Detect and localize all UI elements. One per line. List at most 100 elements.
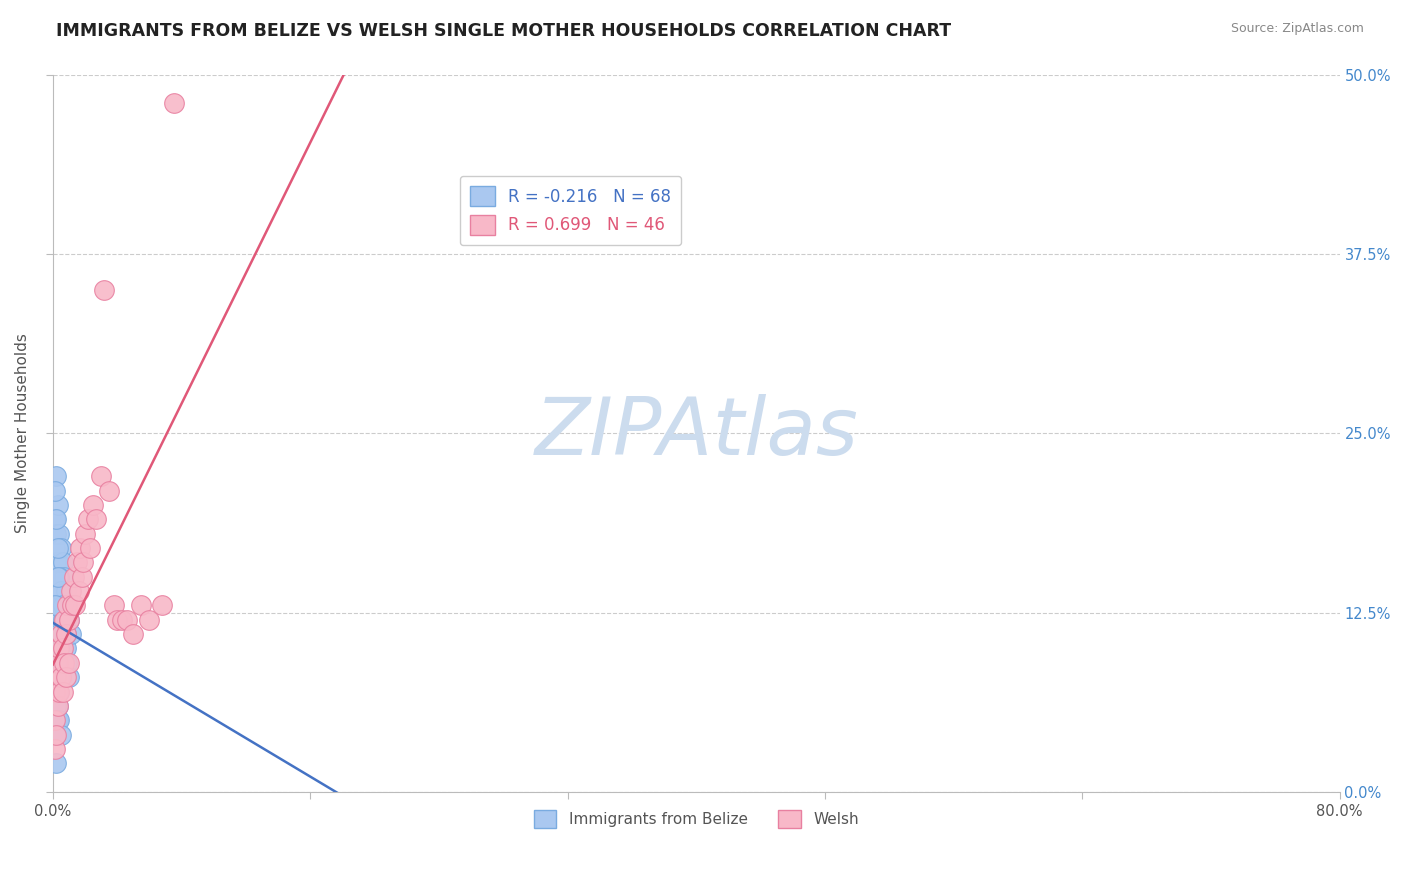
Point [49, 728, 72, 742]
Point [138, 613, 160, 627]
Point [46, 641, 69, 656]
Point [56, 599, 79, 613]
Point [55, 641, 77, 656]
Point [59, 627, 82, 641]
Point [53, 656, 76, 670]
Point [49, 670, 72, 684]
Point [45, 469, 67, 483]
Point [131, 599, 153, 613]
Point [52, 613, 75, 627]
Point [46, 584, 69, 599]
Point [49, 584, 72, 599]
Point [53, 613, 76, 627]
Point [90, 469, 112, 483]
Point [67, 584, 90, 599]
Point [48, 526, 70, 541]
Point [48, 570, 70, 584]
Point [49, 627, 72, 641]
Point [111, 613, 134, 627]
Point [46, 713, 69, 727]
Point [55, 584, 77, 599]
Point [46, 570, 69, 584]
Point [44, 599, 66, 613]
Point [45, 526, 67, 541]
Point [46, 684, 69, 698]
Point [48, 656, 70, 670]
Point [46, 698, 69, 713]
Point [48, 684, 70, 698]
Point [69, 541, 91, 555]
Point [72, 555, 94, 569]
Point [45, 512, 67, 526]
Point [44, 584, 66, 599]
Point [55, 627, 77, 641]
Point [44, 541, 66, 555]
Point [58, 656, 80, 670]
Point [46, 627, 69, 641]
Point [63, 570, 86, 584]
Point [46, 656, 69, 670]
Point [52, 641, 75, 656]
Point [45, 756, 67, 771]
Point [58, 670, 80, 684]
Point [45, 670, 67, 684]
Text: IMMIGRANTS FROM BELIZE VS WELSH SINGLE MOTHER HOUSEHOLDS CORRELATION CHART: IMMIGRANTS FROM BELIZE VS WELSH SINGLE M… [56, 22, 952, 40]
Point [48, 684, 70, 698]
Point [46, 698, 69, 713]
Point [44, 728, 66, 742]
Point [44, 641, 66, 656]
Point [45, 627, 67, 641]
Point [44, 684, 66, 698]
Point [45, 641, 67, 656]
Point [45, 698, 67, 713]
Point [45, 599, 67, 613]
Y-axis label: Single Mother Households: Single Mother Households [15, 334, 30, 533]
Point [65, 599, 87, 613]
Point [44, 512, 66, 526]
Point [98, 483, 121, 498]
Point [44, 483, 66, 498]
Point [46, 684, 69, 698]
Point [79, 541, 101, 555]
Point [48, 627, 70, 641]
Point [56, 656, 79, 670]
Point [49, 599, 72, 613]
Point [52, 684, 75, 698]
Point [46, 670, 69, 684]
Point [93, 283, 115, 297]
Point [52, 599, 75, 613]
Point [45, 670, 67, 684]
Point [105, 613, 128, 627]
Point [53, 613, 76, 627]
Point [45, 728, 67, 742]
Point [53, 627, 76, 641]
Point [49, 641, 72, 656]
Point [46, 498, 69, 512]
Point [52, 555, 75, 569]
Point [48, 670, 70, 684]
Point [46, 613, 69, 627]
Point [103, 599, 125, 613]
Point [115, 613, 138, 627]
Point [44, 713, 66, 727]
Point [45, 555, 67, 569]
Point [75, 526, 97, 541]
Point [59, 584, 82, 599]
Point [56, 599, 79, 613]
Point [46, 541, 69, 555]
Point [46, 555, 69, 569]
Point [60, 599, 83, 613]
Point [49, 670, 72, 684]
Point [48, 570, 70, 584]
Legend: Immigrants from Belize, Welsh: Immigrants from Belize, Welsh [527, 804, 865, 835]
Point [66, 555, 89, 569]
Point [48, 599, 70, 613]
Point [45, 584, 67, 599]
Point [44, 713, 66, 727]
Point [48, 713, 70, 727]
Point [122, 627, 145, 641]
Point [45, 656, 67, 670]
Point [86, 512, 108, 526]
Point [162, 96, 184, 111]
Point [45, 613, 67, 627]
